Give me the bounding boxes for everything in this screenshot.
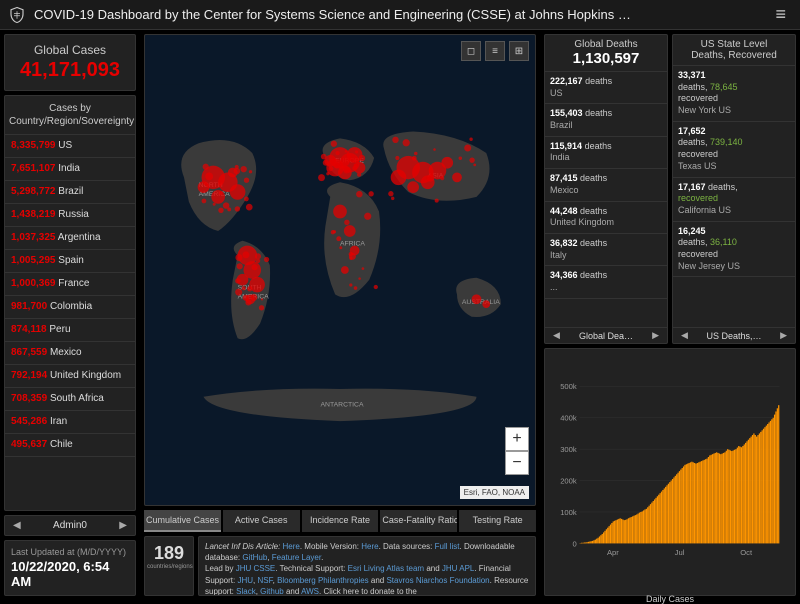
- middle-footer: 189 countries/regions Lancet Inf Dis Art…: [144, 536, 536, 596]
- admin-prev[interactable]: ◀: [9, 520, 25, 531]
- svg-text:ANTARCTICA: ANTARCTICA: [321, 401, 364, 408]
- zoom-in[interactable]: +: [505, 427, 529, 451]
- chart-panel: 0100k200k300k400k500kAprJulOct Daily Cas…: [544, 348, 796, 596]
- table-row[interactable]: 87,415 deathsMexico: [545, 169, 667, 201]
- cases-list[interactable]: 8,335,799 US7,651,107 India5,298,772 Bra…: [5, 135, 135, 510]
- table-row[interactable]: 17,167 deaths,recoveredCalifornia US: [673, 178, 795, 222]
- us-list[interactable]: 33,371deaths, 78,645recoveredNew York US…: [673, 66, 795, 327]
- map-zoom: + −: [505, 427, 529, 475]
- table-row[interactable]: 115,914 deathsIndia: [545, 137, 667, 169]
- tab-incidence-rate[interactable]: Incidence Rate: [302, 510, 379, 532]
- table-row[interactable]: 545,286 Iran: [5, 411, 135, 434]
- svg-text:500k: 500k: [560, 382, 577, 391]
- right-column: Global Deaths 1,130,597 222,167 deathsUS…: [540, 30, 800, 600]
- tab-active-cases[interactable]: Active Cases: [223, 510, 300, 532]
- global-cases-label: Global Cases: [9, 43, 131, 57]
- deaths-panel: Global Deaths 1,130,597 222,167 deathsUS…: [544, 34, 668, 344]
- last-updated-panel: Last Updated at (M/D/YYYY) 10/22/2020, 6…: [4, 540, 136, 596]
- map-panel[interactable]: ◻ ≡ ⊞ NORTHAMERICASOUTHAMERICAEUROPEAFRI…: [144, 34, 536, 506]
- list-icon[interactable]: ≡: [485, 41, 505, 61]
- credits-panel: Lancet Inf Dis Article: Here. Mobile Ver…: [198, 536, 536, 596]
- zoom-out[interactable]: −: [505, 451, 529, 475]
- middle-column: ◻ ≡ ⊞ NORTHAMERICASOUTHAMERICAEUROPEAFRI…: [140, 30, 540, 600]
- us-state-panel: US State Level Deaths, Recovered 33,371d…: [672, 34, 796, 344]
- table-row[interactable]: 1,438,219 Russia: [5, 204, 135, 227]
- table-row[interactable]: 495,637 Chile: [5, 434, 135, 457]
- shield-logo: [8, 6, 26, 24]
- table-row[interactable]: 36,832 deathsItaly: [545, 234, 667, 266]
- deaths-nav-label: Global Dea…: [579, 331, 633, 341]
- svg-text:Jul: Jul: [675, 548, 685, 557]
- table-row[interactable]: 33,371deaths, 78,645recoveredNew York US: [673, 66, 795, 122]
- table-row[interactable]: 981,700 Colombia: [5, 296, 135, 319]
- global-cases-value: 41,171,093: [9, 59, 131, 82]
- admin-selector: ◀ Admin0 ▶: [4, 515, 136, 536]
- deaths-label: Global Deaths: [549, 39, 663, 50]
- updated-value: 10/22/2020, 6:54 AM: [11, 559, 129, 589]
- bookmark-icon[interactable]: ◻: [461, 41, 481, 61]
- world-map[interactable]: NORTHAMERICASOUTHAMERICAEUROPEAFRICAASIA…: [145, 35, 535, 505]
- deaths-prev[interactable]: ◀: [549, 330, 564, 341]
- table-row[interactable]: 44,248 deathsUnited Kingdom: [545, 202, 667, 234]
- deaths-value: 1,130,597: [549, 50, 663, 67]
- table-row[interactable]: 17,652deaths, 739,140recoveredTexas US: [673, 122, 795, 178]
- us-nav-label: US Deaths,…: [706, 331, 761, 341]
- table-row[interactable]: 34,366 deaths...: [545, 266, 667, 298]
- daily-cases-chart[interactable]: 0 100k 200k 300k 400k 500k Apr Jul Oct: [551, 355, 789, 589]
- header-title: COVID-19 Dashboard by the Center for Sys…: [34, 7, 769, 22]
- right-top: Global Deaths 1,130,597 222,167 deathsUS…: [544, 34, 796, 344]
- cases-header: Cases by Country/Region/Sovereignty: [5, 96, 135, 135]
- map-attribution: Esri, FAO, NOAA: [460, 486, 529, 499]
- us-label: US State Level: [677, 39, 791, 50]
- table-row[interactable]: 1,000,369 France: [5, 273, 135, 296]
- updated-label: Last Updated at (M/D/YYYY): [11, 547, 129, 557]
- deaths-list[interactable]: 222,167 deathsUS155,403 deathsBrazil115,…: [545, 72, 667, 327]
- deaths-next[interactable]: ▶: [648, 330, 663, 341]
- svg-text:300k: 300k: [560, 445, 577, 454]
- table-row[interactable]: 222,167 deathsUS: [545, 72, 667, 104]
- grid-icon[interactable]: ⊞: [509, 41, 529, 61]
- table-row[interactable]: 16,245deaths, 36,110recoveredNew Jersey …: [673, 222, 795, 278]
- table-row[interactable]: 1,005,295 Spain: [5, 250, 135, 273]
- svg-text:200k: 200k: [560, 476, 577, 485]
- table-row[interactable]: 7,651,107 India: [5, 158, 135, 181]
- main-layout: Global Cases 41,171,093 Cases by Country…: [0, 30, 800, 600]
- us-prev[interactable]: ◀: [677, 330, 692, 341]
- table-row[interactable]: 5,298,772 Brazil: [5, 181, 135, 204]
- left-column: Global Cases 41,171,093 Cases by Country…: [0, 30, 140, 600]
- header-bar: COVID-19 Dashboard by the Center for Sys…: [0, 0, 800, 30]
- tab-case-fatality-ratio[interactable]: Case-Fatality Ratio: [380, 510, 457, 532]
- menu-icon[interactable]: ≡: [769, 4, 792, 25]
- map-tabs: Cumulative CasesActive CasesIncidence Ra…: [144, 510, 536, 532]
- us-next[interactable]: ▶: [776, 330, 791, 341]
- table-row[interactable]: 8,335,799 US: [5, 135, 135, 158]
- tab-testing-rate[interactable]: Testing Rate: [459, 510, 536, 532]
- us-nav: ◀ US Deaths,… ▶: [673, 327, 795, 343]
- table-row[interactable]: 155,403 deathsBrazil: [545, 104, 667, 136]
- tab-cumulative-cases[interactable]: Cumulative Cases: [144, 510, 221, 532]
- admin-next[interactable]: ▶: [115, 520, 131, 531]
- countries-count: 189: [147, 543, 191, 564]
- admin-label: Admin0: [53, 520, 87, 531]
- us-sublabel: Deaths, Recovered: [677, 50, 791, 61]
- table-row[interactable]: 792,194 United Kingdom: [5, 365, 135, 388]
- countries-label: countries/regions: [147, 564, 191, 570]
- svg-text:Apr: Apr: [607, 548, 619, 557]
- chart-title: Daily Cases: [551, 592, 789, 604]
- table-row[interactable]: 708,359 South Africa: [5, 388, 135, 411]
- svg-text:Oct: Oct: [740, 548, 753, 557]
- svg-text:0: 0: [572, 539, 576, 548]
- table-row[interactable]: 874,118 Peru: [5, 319, 135, 342]
- svg-text:400k: 400k: [560, 414, 577, 423]
- svg-text:100k: 100k: [560, 508, 577, 517]
- global-cases-panel: Global Cases 41,171,093: [4, 34, 136, 91]
- map-toolbar: ◻ ≡ ⊞: [461, 41, 529, 61]
- us-header: US State Level Deaths, Recovered: [673, 35, 795, 66]
- cases-by-country-panel: Cases by Country/Region/Sovereignty 8,33…: [4, 95, 136, 511]
- table-row[interactable]: 867,559 Mexico: [5, 342, 135, 365]
- deaths-header: Global Deaths 1,130,597: [545, 35, 667, 72]
- deaths-nav: ◀ Global Dea… ▶: [545, 327, 667, 343]
- countries-count-panel: 189 countries/regions: [144, 536, 194, 596]
- table-row[interactable]: 1,037,325 Argentina: [5, 227, 135, 250]
